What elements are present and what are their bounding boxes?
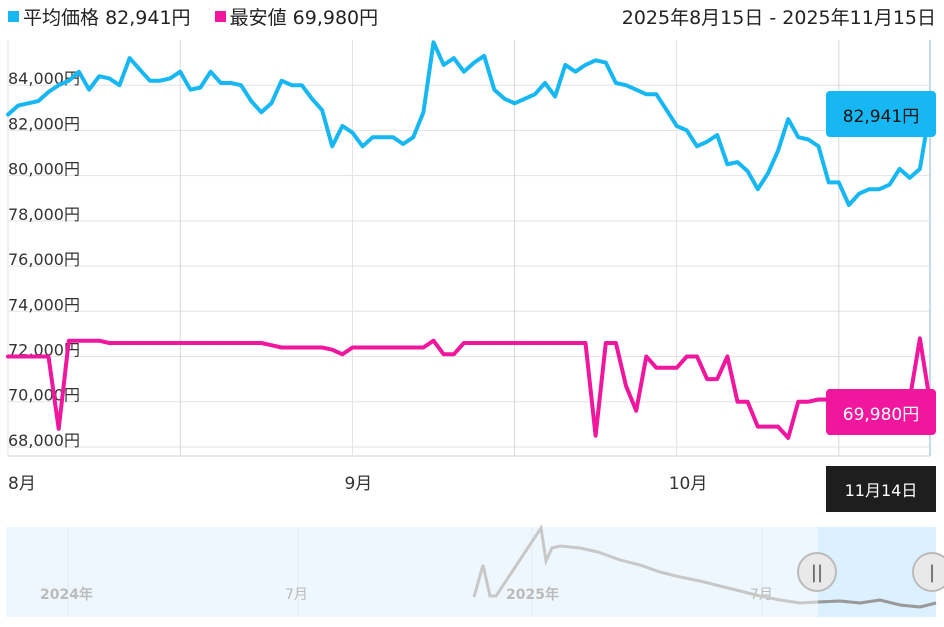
y-tick-label: 76,000円 [8,250,80,269]
navigator-label: 2025年 [506,586,559,603]
legend-swatch-avg [8,11,19,22]
navigator-label: 7月 [285,587,308,603]
navigator-panel [6,527,936,617]
chart-legend: 平均価格 82,941円 最安値 69,980円 [8,3,396,30]
legend-avg-label: 平均価格 [23,7,100,29]
legend-min-label: 最安値 [229,7,287,29]
legend-item-avg[interactable]: 平均価格 82,941円 [8,7,197,29]
y-tick-label: 68,000円 [8,431,80,450]
legend-min-value: 69,980円 [292,7,379,29]
navigator-left-handle[interactable]: || [797,552,837,592]
series-line-avg [6,40,932,207]
avg-price-badge: 82,941円 [826,91,936,137]
series-line-min [6,336,932,440]
y-tick-label: 70,000円 [8,386,80,405]
legend-item-min[interactable]: 最安値 69,980円 [214,7,379,29]
x-tick-label: 10月 [669,474,708,494]
navigator-right-handle[interactable]: | [912,552,944,592]
legend-avg-value: 82,941円 [105,7,191,29]
navigator-label: 2024年 [40,586,93,603]
y-tick-label: 78,000円 [8,205,80,224]
navigator-selected-line [817,598,937,609]
min-price-badge: 69,980円 [826,389,936,435]
x-tick-label: 8月 [8,474,36,494]
x-tick-label: 9月 [344,474,372,494]
y-tick-label: 80,000円 [8,160,80,179]
date-range: 2025年8月15日 - 2025年11月15日 [621,7,936,29]
y-tick-label: 74,000円 [8,295,80,314]
hover-date-tooltip: 11月14日 [826,466,936,512]
y-tick-label: 82,000円 [8,114,80,133]
legend-swatch-min [214,11,226,22]
